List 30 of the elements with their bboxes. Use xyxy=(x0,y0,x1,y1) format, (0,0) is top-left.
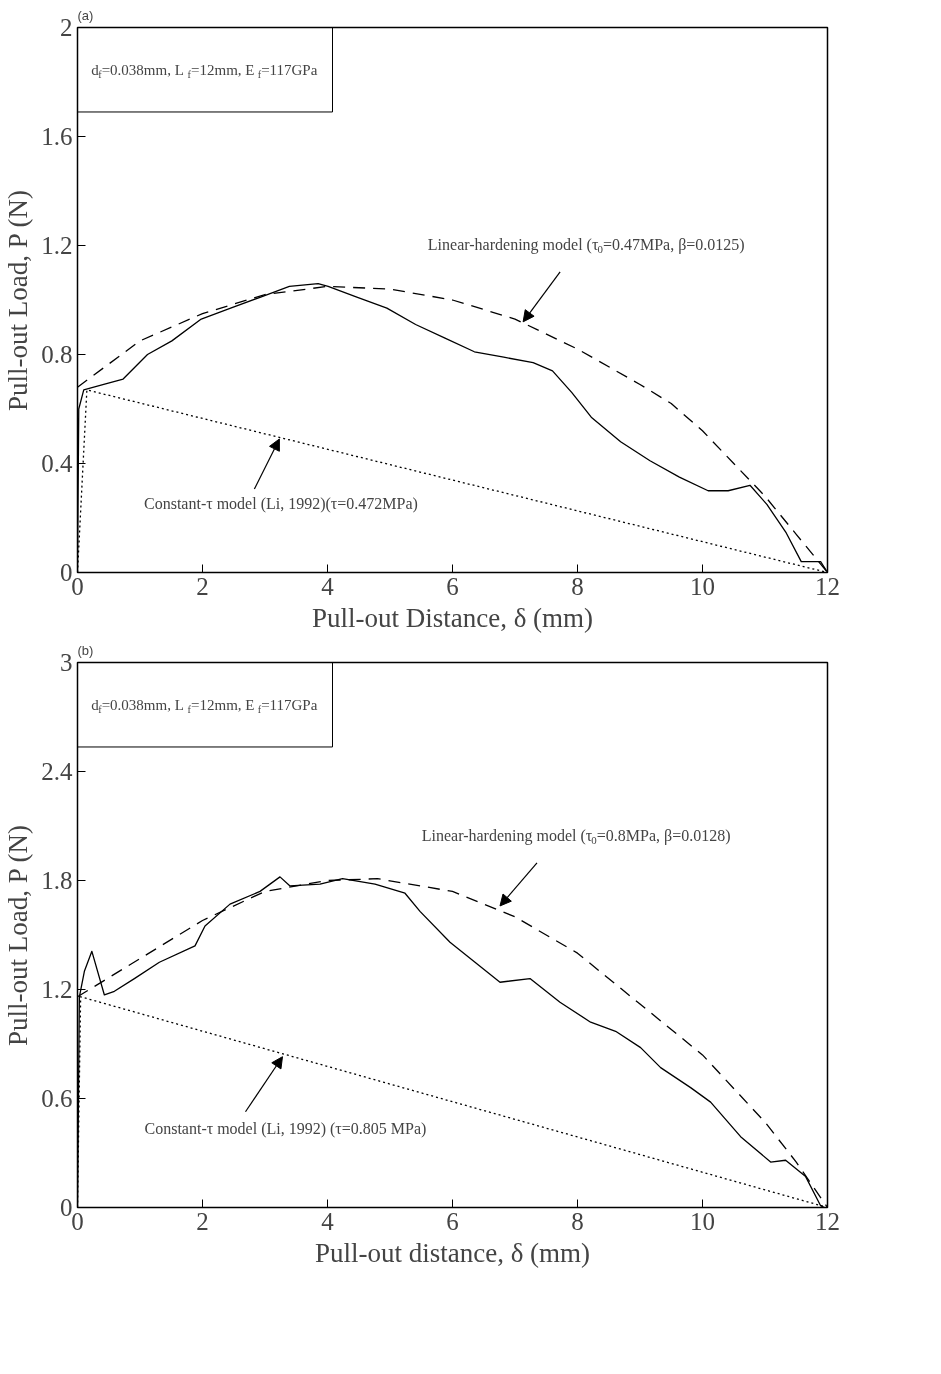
x-tick-label: 10 xyxy=(690,1207,715,1235)
chart-title: (b) xyxy=(77,642,94,658)
x-tick-label: 8 xyxy=(571,1207,584,1235)
y-tick-label: 1.6 xyxy=(41,123,73,150)
x-tick-label: 4 xyxy=(321,1207,335,1235)
x-tick-label: 8 xyxy=(571,572,584,600)
y-tick-label: 1.2 xyxy=(41,976,73,1003)
x-tick-label: 12 xyxy=(815,1207,840,1235)
x-axis-title: Pull-out distance, δ (mm) xyxy=(314,1237,591,1268)
x-tick-label: 2 xyxy=(196,1207,209,1235)
y-tick-label: 1.8 xyxy=(41,867,73,894)
annotation: Constant-τ model (Li, 1992)(τ=0.472MPa) xyxy=(144,495,418,514)
y-tick-label: 0.4 xyxy=(41,450,73,477)
x-tick-label: 6 xyxy=(446,1207,459,1235)
x-tick-label: 10 xyxy=(690,572,715,600)
x-tick-label: 12 xyxy=(815,572,840,600)
y-tick-label: 1.2 xyxy=(41,232,73,259)
y-tick-label: 2.4 xyxy=(41,758,73,785)
x-tick-label: 4 xyxy=(321,572,335,600)
x-tick-label: 6 xyxy=(446,572,459,600)
y-tick-label: 0.8 xyxy=(41,341,73,368)
x-axis-title: Pull-out Distance, δ (mm) xyxy=(311,602,594,633)
chart-title: (a) xyxy=(77,7,94,23)
y-tick-label: 0.6 xyxy=(41,1085,73,1112)
y-tick-label: 3 xyxy=(60,649,73,676)
x-tick-label: 2 xyxy=(196,572,209,600)
y-tick-label: 2 xyxy=(60,14,73,41)
y-axis-title: Pull-out Load, P (N) xyxy=(3,825,34,1046)
annotation: Constant-τ model (Li, 1992) (τ=0.805 MPa) xyxy=(144,1120,427,1139)
y-axis-title: Pull-out Load, P (N) xyxy=(3,190,34,411)
